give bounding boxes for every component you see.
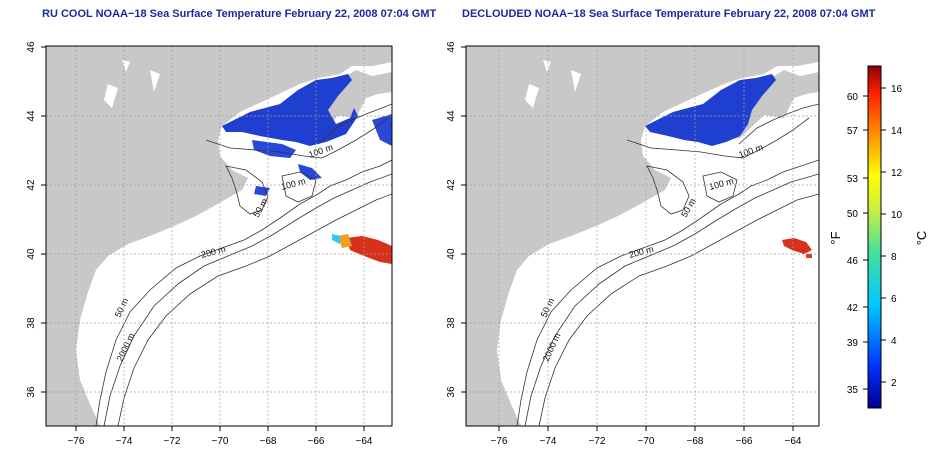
- right-x-tick-label: −76: [491, 436, 508, 447]
- right-x-tick-label: −72: [589, 436, 606, 447]
- right-lake: [571, 70, 581, 92]
- left-x-tick-label: −70: [212, 436, 229, 447]
- right-x-tick-label: −64: [785, 436, 802, 447]
- right-y-tick-label: 38: [446, 317, 457, 329]
- right-contour-label: 50 m: [539, 296, 557, 318]
- celsius-tick-label: 2: [891, 378, 897, 389]
- celsius-tick-label: 8: [891, 252, 897, 263]
- left-contour-georges-bank: [225, 165, 269, 215]
- left-contour-shelf: [317, 103, 392, 145]
- celsius-tick-label: 16: [891, 84, 903, 95]
- left-contour-label: 50 m: [113, 296, 131, 318]
- right-sst-cold-gulf-of-maine: [645, 74, 776, 146]
- left-map-frame: [45, 45, 393, 427]
- left-lake: [150, 70, 160, 92]
- left-y-tick-label: 36: [26, 386, 37, 398]
- fahrenheit-tick-label: 50: [847, 209, 859, 220]
- fahrenheit-tick-label: 53: [847, 174, 859, 185]
- right-contour-2000m: [538, 193, 819, 426]
- celsius-axis-label: °C: [914, 231, 929, 246]
- left-y-tick-label: 44: [26, 110, 37, 122]
- fahrenheit-tick-label: 57: [847, 126, 859, 137]
- right-x-tick-label: −68: [687, 436, 704, 447]
- left-contour-bank: [281, 171, 317, 203]
- right-contour-50m: [516, 159, 819, 426]
- right-map-panel: 100 m 100 m 50 m 200 m 50 m 2000 m: [446, 41, 820, 447]
- celsius-tick-label: 14: [891, 126, 903, 137]
- fahrenheit-tick-label: 42: [847, 303, 859, 314]
- right-contour-bank: [702, 171, 738, 203]
- right-contour-label: 200 m: [628, 244, 655, 260]
- right-contour-label: 100 m: [737, 142, 764, 160]
- left-map-title: RU COOL NOAA−18 Sea Surface Temperature …: [42, 8, 437, 20]
- left-sst-cool-edge: [332, 234, 340, 244]
- left-x-tick-label: −68: [260, 436, 277, 447]
- right-y-tick-label: 46: [446, 41, 457, 53]
- right-y-tick-label: 44: [446, 110, 457, 122]
- right-contour-label: 100 m: [708, 176, 735, 192]
- right-lake: [525, 84, 539, 108]
- left-map-panel: 100 m 100 m 50 m 200 m 50 m 2000 m: [26, 41, 393, 447]
- fahrenheit-tick-label: 46: [847, 256, 859, 267]
- right-y-tick-label: 42: [446, 179, 457, 191]
- left-contour-label: 50 m: [251, 197, 270, 219]
- celsius-tick-label: 10: [891, 210, 903, 221]
- fahrenheit-axis-label: °F: [828, 231, 843, 244]
- right-contour-100m-georges: [626, 117, 810, 159]
- left-contour-50m: [95, 159, 392, 426]
- fahrenheit-tick-label: 35: [847, 385, 859, 396]
- right-y-tick-label: 40: [446, 248, 457, 260]
- left-x-tick-label: −72: [164, 436, 181, 447]
- celsius-tick-label: 6: [891, 294, 897, 305]
- left-sst-cold-patch: [372, 114, 392, 146]
- left-contour-200m: [103, 173, 392, 426]
- left-contour-label: 100 m: [280, 176, 307, 192]
- left-sst-warm-gulf-stream: [346, 236, 392, 264]
- celsius-tick-label: 4: [891, 336, 897, 347]
- right-x-tick-label: −70: [638, 436, 655, 447]
- left-x-tick-label: −64: [356, 436, 373, 447]
- left-lake: [104, 84, 118, 108]
- left-y-tick-label: 42: [26, 179, 37, 191]
- left-y-tick-label: 46: [26, 41, 37, 53]
- right-x-tick-label: −66: [736, 436, 753, 447]
- fahrenheit-tick-label: 39: [847, 338, 859, 349]
- right-contour-georges-bank: [646, 165, 690, 215]
- left-x-tick-label: −74: [116, 436, 133, 447]
- right-map-frame: [465, 45, 820, 427]
- left-sst-cold-gulf-of-maine: [222, 74, 358, 146]
- temperature-colorbar: 60 57 53 50 46 42 39 35 16 14 12 10 8 6 …: [828, 65, 929, 409]
- right-map-title: DECLOUDED NOAA−18 Sea Surface Temperatur…: [462, 8, 876, 20]
- right-y-tick-label: 36: [446, 386, 457, 398]
- left-y-tick-label: 38: [26, 317, 37, 329]
- left-sst-cold-patch: [252, 140, 296, 158]
- right-lake: [543, 60, 551, 72]
- left-y-tick-label: 40: [26, 248, 37, 260]
- left-sst-warm-edge: [338, 234, 352, 248]
- left-x-tick-label: −66: [308, 436, 325, 447]
- celsius-tick-label: 12: [891, 168, 903, 179]
- left-land-north-america: [46, 46, 392, 426]
- left-sst-cold-patch: [254, 186, 270, 196]
- right-contour-shelf: [738, 103, 819, 145]
- left-x-tick-label: −76: [68, 436, 85, 447]
- fahrenheit-tick-label: 60: [847, 92, 859, 103]
- right-sst-warm-speck: [806, 254, 812, 258]
- right-x-tick-label: −74: [540, 436, 557, 447]
- colorbar-gradient: [867, 65, 882, 409]
- right-land-north-america: [466, 46, 819, 426]
- right-contour-label: 2000 m: [541, 331, 563, 362]
- left-contour-label: 200 m: [200, 244, 227, 260]
- left-contour-2000m: [117, 193, 392, 426]
- right-sst-warm-gulf-stream: [782, 238, 812, 254]
